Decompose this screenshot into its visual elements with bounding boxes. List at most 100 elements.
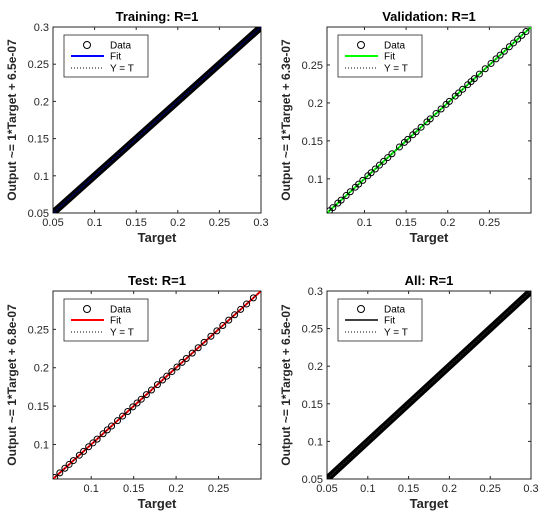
data-point <box>249 294 257 302</box>
x-tick-label: 0.05 <box>316 483 337 495</box>
y-tick-label: 0.25 <box>28 59 49 71</box>
chart-title: Training: R=1 <box>116 9 199 24</box>
x-tick-label: 0.1 <box>357 217 372 229</box>
data-point <box>103 426 111 434</box>
x-tick-label: 0.2 <box>440 217 455 229</box>
data-point <box>153 381 161 389</box>
data-point <box>124 407 132 415</box>
data-point <box>518 31 526 39</box>
plot-content <box>327 27 531 213</box>
data-point <box>337 196 345 204</box>
data-point <box>475 70 483 78</box>
data-point <box>85 443 93 451</box>
y-axis-label: Output ~= 1*Target + 6.8e-07 <box>5 304 19 466</box>
y-tick-label: 0.2 <box>34 96 49 108</box>
data-point <box>129 403 137 411</box>
x-axis-label: Target <box>138 230 177 245</box>
y-tick-label: 0.15 <box>28 401 49 413</box>
y-tick-label: 0.25 <box>302 60 323 72</box>
data-point <box>119 412 127 420</box>
y-tick-label: 0.15 <box>302 136 323 148</box>
y-tick-label: 0.05 <box>28 208 49 220</box>
x-tick-label: 0.15 <box>123 483 144 495</box>
data-point <box>329 204 337 212</box>
data-point <box>243 300 251 308</box>
data-point <box>80 447 88 455</box>
data-point <box>380 157 388 165</box>
y-tick-label: 0.15 <box>28 134 49 146</box>
data-point <box>137 395 145 403</box>
data-point <box>342 192 350 200</box>
y-tick-label: 0.05 <box>302 474 323 486</box>
x-tick-label: 0.2 <box>170 217 185 229</box>
data-point <box>355 180 363 188</box>
x-tick-label: 0.1 <box>360 483 375 495</box>
x-tick-label: 0.05 <box>42 217 63 229</box>
x-axis-label: Target <box>138 496 177 511</box>
y-tick-label: 0.3 <box>308 286 323 298</box>
data-point <box>188 349 196 357</box>
identity-line <box>327 27 531 213</box>
chart-panel-3: 0.1 0.15 0.2 0.25 0.1 0.15 0.2 0.25 Test: R=1 Tar… <box>5 273 262 511</box>
chart-panel-1: 0.05 0.1 0.15 0.2 0.25 0.3 0.05 0.1 0.15 0.2 0.25 0… <box>5 9 269 245</box>
fit-line-overlay <box>53 27 261 213</box>
data-point <box>69 457 77 465</box>
legend-data-label: Data <box>110 305 132 316</box>
chart-title: All: R=1 <box>405 273 454 288</box>
x-tick-label: 0.2 <box>168 483 183 495</box>
x-tick-label: 0.25 <box>479 217 500 229</box>
data-point <box>445 97 453 105</box>
data-point <box>178 358 186 366</box>
data-point <box>114 417 122 425</box>
x-axis-label: Target <box>410 230 449 245</box>
legend-fit-label: Fit <box>384 52 395 63</box>
legend-data-marker <box>357 41 365 49</box>
y-axis-label: Output ~= 1*Target + 6.5e-07 <box>5 39 19 201</box>
data-point <box>168 368 176 376</box>
data-point <box>470 75 478 83</box>
data-point <box>89 439 97 447</box>
data-point <box>346 188 354 196</box>
data-point <box>93 435 101 443</box>
legend-identity-label: Y = T <box>110 328 134 339</box>
y-tick-label: 0.2 <box>308 361 323 373</box>
data-point <box>61 464 69 472</box>
x-tick-label: 0.3 <box>253 217 268 229</box>
data-point <box>367 169 375 177</box>
data-point <box>404 135 412 143</box>
y-tick-label: 0.15 <box>302 399 323 411</box>
data-point <box>426 115 434 123</box>
data-point <box>163 372 171 380</box>
data-point <box>417 123 425 131</box>
data-point <box>371 165 379 173</box>
chart-panel-4: 0.05 0.1 0.15 0.2 0.25 0.3 0.05 0.1 0.15 0.2 0.25 0… <box>279 273 539 511</box>
data-point <box>437 105 445 113</box>
data-point <box>200 338 208 346</box>
legend-fit-label: Fit <box>110 52 121 63</box>
y-tick-label: 0.1 <box>308 436 323 448</box>
y-tick-label: 0.1 <box>308 174 323 186</box>
data-point <box>492 55 500 63</box>
data-point <box>359 176 367 184</box>
y-axis-label: Output ~= 1*Target + 6.3e-07 <box>279 39 293 201</box>
data-point <box>500 47 508 55</box>
x-tick-label: 0.15 <box>398 483 419 495</box>
data-point <box>412 128 420 136</box>
data-point <box>133 399 141 407</box>
data-point <box>219 322 227 330</box>
legend-data-marker <box>83 305 91 313</box>
data-point <box>108 422 116 430</box>
x-tick-label: 0.2 <box>442 483 457 495</box>
legend-fit-label: Fit <box>110 316 121 327</box>
data-point <box>147 386 155 394</box>
data-point <box>65 460 73 468</box>
y-tick-label: 0.25 <box>302 324 323 336</box>
x-tick-label: 0.25 <box>208 483 229 495</box>
data-point <box>432 110 440 118</box>
legend-fit-label: Fit <box>384 316 395 327</box>
data-point <box>237 305 245 313</box>
data-point <box>231 311 239 319</box>
